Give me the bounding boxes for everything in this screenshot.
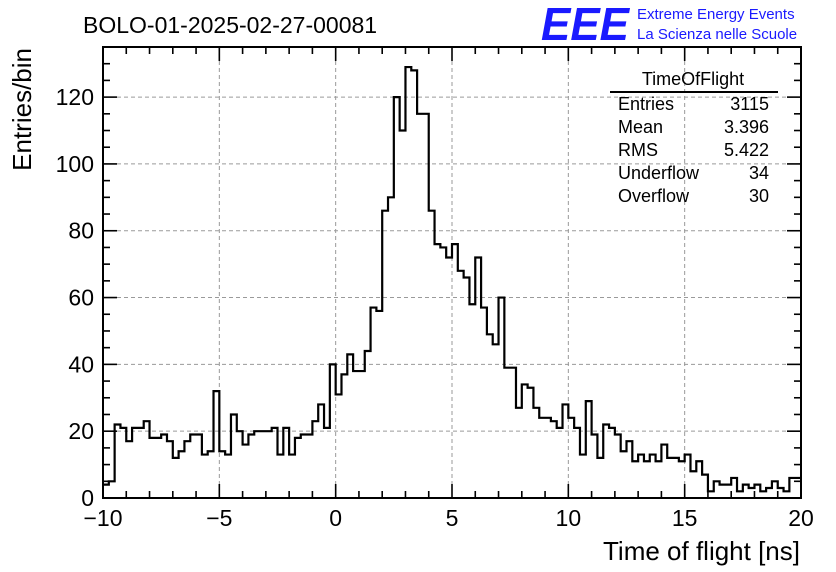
x-tick-label: 20	[788, 505, 814, 531]
stats-value-entries: 3115	[730, 94, 769, 114]
eee-logo-mark: EEE	[541, 0, 630, 50]
stats-value-mean: 3.396	[724, 117, 769, 137]
x-tick-label: −5	[206, 505, 232, 531]
tick-labels: −10 −5 0 5 10 15 20 0 20 40 60 80 100 120	[56, 84, 814, 531]
y-tick-label: 40	[68, 351, 94, 377]
x-axis-title: Time of flight [ns]	[603, 536, 800, 566]
stats-label-overflow: Overflow	[618, 186, 690, 206]
x-tick-label: 5	[446, 505, 459, 531]
y-tick-label: 0	[81, 485, 94, 511]
plot-frame	[102, 46, 802, 499]
chart-title: BOLO-01-2025-02-27-00081	[83, 12, 377, 38]
grid-lines	[103, 47, 801, 498]
stats-box: TimeOfFlight Entries 3115 Mean 3.396 RMS…	[610, 69, 778, 206]
y-tick-label: 120	[56, 84, 94, 110]
logo-line-1: Extreme Energy Events	[637, 6, 795, 23]
y-axis-title: Entries/bin	[7, 48, 37, 171]
stats-value-overflow: 30	[749, 186, 769, 206]
stats-box-title: TimeOfFlight	[642, 69, 744, 89]
y-tick-label: 20	[68, 418, 94, 444]
stats-value-rms: 5.422	[724, 140, 769, 160]
x-tick-label: 15	[672, 505, 698, 531]
x-tick-label: 0	[329, 505, 342, 531]
logo-line-2: La Scienza nelle Scuole	[637, 26, 797, 43]
stats-value-underflow: 34	[749, 163, 769, 183]
y-tick-label: 60	[68, 285, 94, 311]
y-tick-label: 80	[68, 218, 94, 244]
stats-label-entries: Entries	[618, 94, 674, 114]
x-tick-label: −10	[83, 505, 122, 531]
eee-logo: EEE Extreme Energy Events La Scienza nel…	[541, 0, 797, 50]
axis-ticks	[102, 46, 802, 499]
x-tick-label: 10	[556, 505, 582, 531]
y-tick-label: 100	[56, 151, 94, 177]
stats-label-rms: RMS	[618, 140, 658, 160]
stats-label-mean: Mean	[618, 117, 663, 137]
stats-label-underflow: Underflow	[618, 163, 700, 183]
histogram-series-line	[103, 65, 801, 493]
